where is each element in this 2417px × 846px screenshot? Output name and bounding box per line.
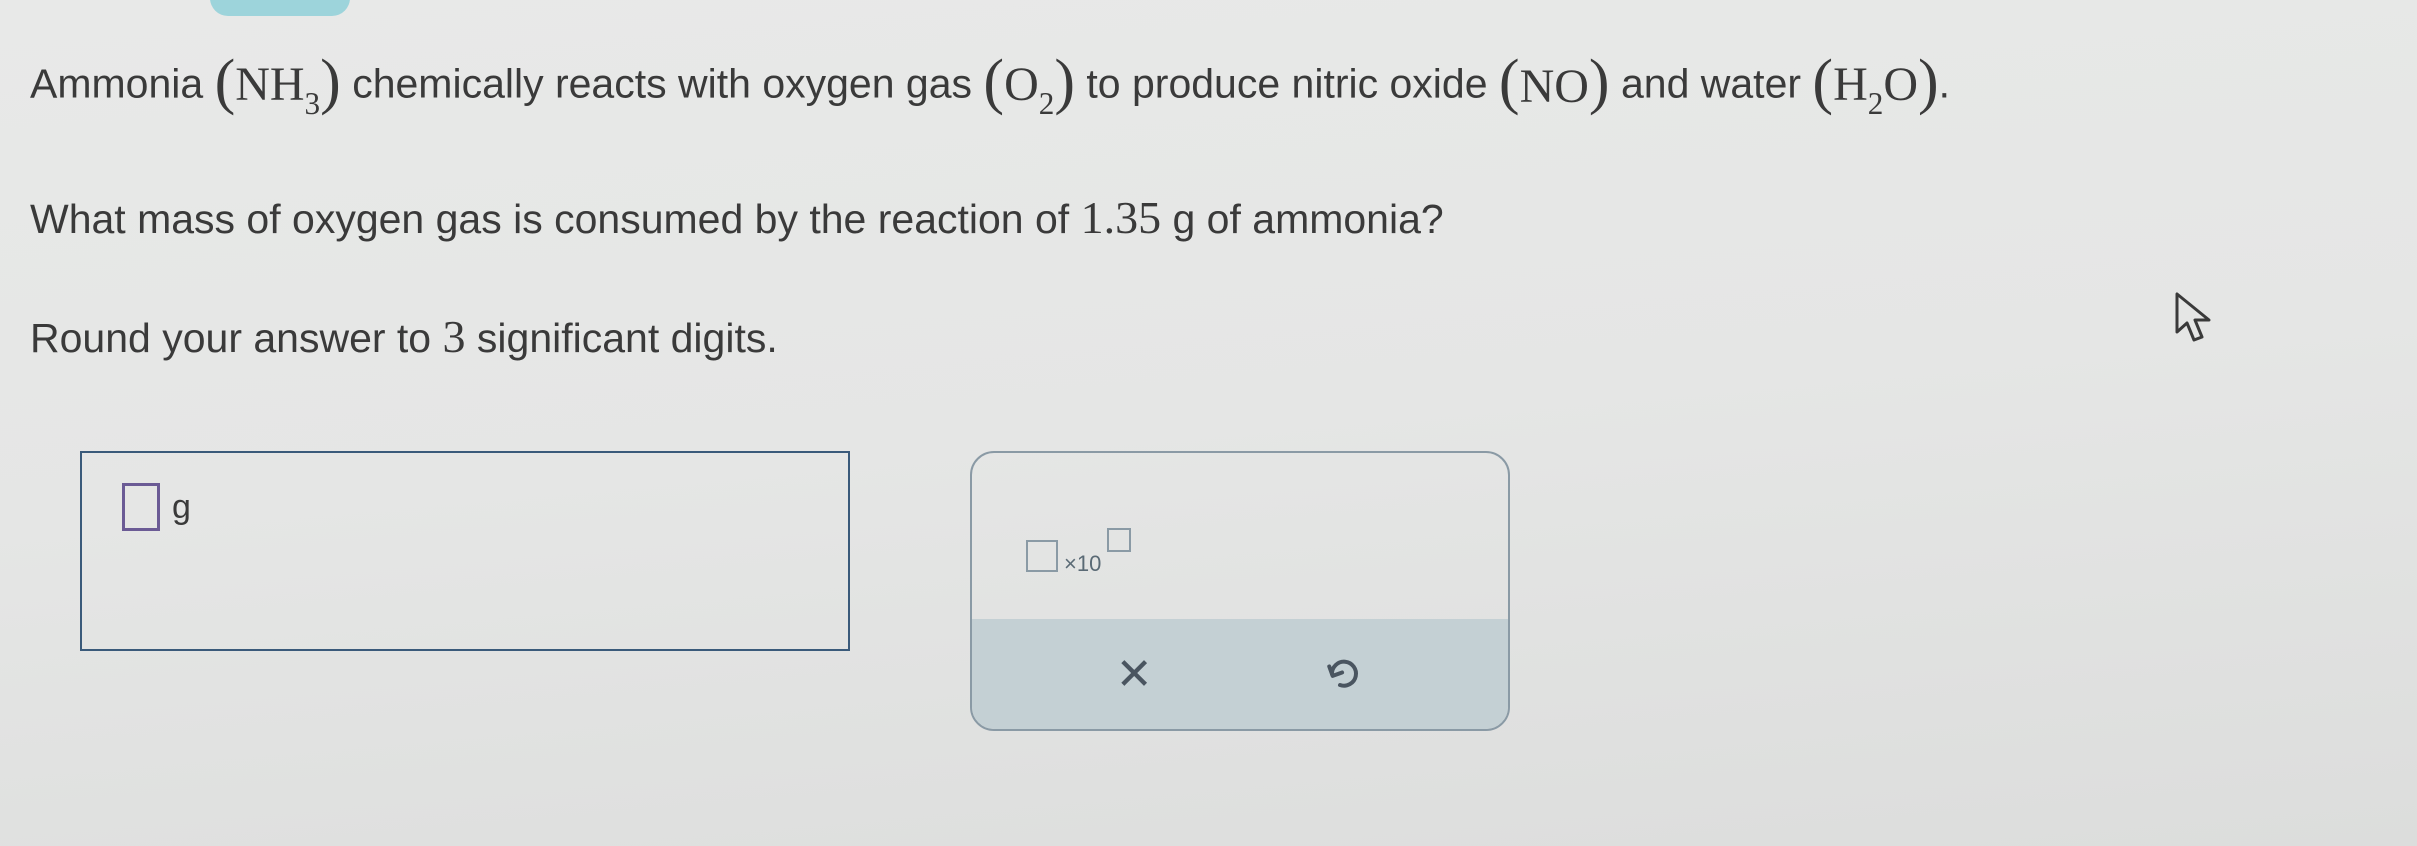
text: and water (1621, 60, 1812, 106)
question-line-1: Ammonia (NH3) chemically reacts with oxy… (30, 40, 2387, 133)
answer-input-slot[interactable]: g (122, 483, 191, 531)
text: chemically reacts with oxygen gas (352, 60, 983, 106)
open-paren: ( (1499, 36, 1520, 129)
cursor-icon (2171, 290, 2217, 346)
close-paren: ) (1918, 36, 1939, 129)
exponent-box-icon (1107, 528, 1131, 552)
close-paren: ) (1589, 36, 1610, 129)
undo-icon (1320, 652, 1364, 696)
question-line-2: What mass of oxygen gas is consumed by t… (30, 183, 2387, 252)
open-paren: ( (1812, 36, 1833, 129)
answer-box[interactable]: g (80, 451, 850, 651)
mantissa-box-icon (1026, 540, 1058, 572)
text: to produce nitric oxide (1086, 60, 1499, 106)
answer-row: g ×10 ✕ (30, 451, 2387, 731)
question-line-3: Round your answer to 3 significant digit… (30, 302, 2387, 371)
text: . (1939, 60, 1950, 106)
x10-label: ×10 (1064, 551, 1101, 577)
open-paren: ( (983, 36, 1004, 129)
sigfig-value: 3 (443, 311, 466, 362)
action-bar: ✕ (972, 619, 1508, 729)
clear-button[interactable]: ✕ (1116, 649, 1153, 700)
answer-unit: g (172, 488, 191, 527)
formula-no: NO (1520, 51, 1589, 123)
close-paren: ) (1054, 36, 1075, 129)
text: Round your answer to (30, 315, 443, 361)
tool-panel: ×10 ✕ (970, 451, 1510, 731)
undo-button[interactable] (1320, 652, 1364, 696)
text: What mass of oxygen gas is consumed by t… (30, 196, 1081, 242)
dropdown-tab[interactable] (210, 0, 350, 16)
scientific-notation-button[interactable]: ×10 (1002, 493, 1478, 619)
text: g of ammonia? (1161, 196, 1444, 242)
close-paren: ) (320, 36, 341, 129)
formula-h2o: H2O (1833, 49, 1918, 124)
text: significant digits. (466, 315, 778, 361)
text: Ammonia (30, 60, 215, 106)
formula-nh3: NH3 (235, 49, 320, 124)
mass-value: 1.35 (1081, 192, 1162, 243)
open-paren: ( (215, 36, 236, 129)
answer-number-input[interactable] (122, 483, 160, 531)
formula-o2: O2 (1004, 49, 1054, 124)
